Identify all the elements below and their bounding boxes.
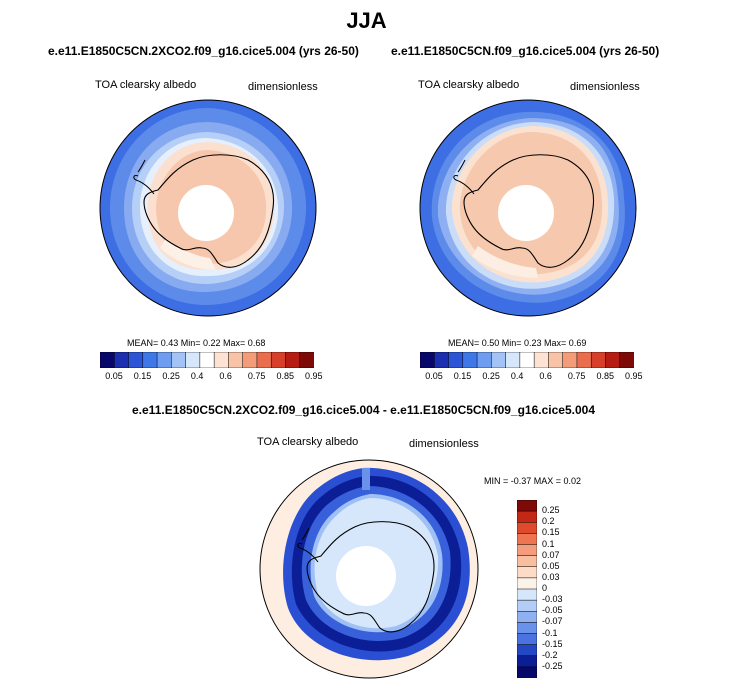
colorbar-swatch: [213, 352, 229, 368]
colorbar-tick-label: 0.6: [219, 371, 232, 381]
colorbar-tick-label: 0.15: [453, 371, 472, 381]
colorbar-swatch: [517, 577, 537, 590]
colorbar-swatch: [114, 352, 130, 368]
panel3-stats: MIN = -0.37 MAX = 0.02: [484, 476, 582, 486]
colorbar-swatch: [448, 352, 464, 368]
colorbar-tick-label: -0.1: [542, 627, 558, 638]
panel2-stats: MEAN= 0.50 Min= 0.23 Max= 0.69: [448, 338, 587, 348]
panel1-colorbar: [100, 352, 314, 368]
colorbar-tick-label: 0.75: [567, 371, 586, 381]
panel1-title: e.e11.E1850C5CN.2XCO2.f09_g16.cice5.004 …: [48, 44, 359, 58]
colorbar-swatch: [517, 510, 537, 523]
panel2-colorbar-ticks: 0.05 0.15 0.25 0.4 0.6 0.75 0.85 0.95: [420, 371, 642, 383]
panel3-colorbar: [517, 500, 537, 678]
colorbar-swatch: [434, 352, 450, 368]
colorbar-swatch: [505, 352, 521, 368]
colorbar-tick-label: -0.07: [542, 616, 563, 627]
colorbar-swatch: [517, 522, 537, 534]
panel1-stats: MEAN= 0.43 Min= 0.22 Max= 0.68: [127, 338, 266, 348]
colorbar-swatch: [517, 666, 537, 678]
colorbar-swatch: [299, 352, 314, 368]
colorbar-swatch: [517, 566, 537, 579]
colorbar-swatch: [128, 352, 144, 368]
panel3-polar-map: [259, 459, 479, 679]
figure-title: JJA: [346, 8, 387, 33]
panel3-units-label: dimensionless: [409, 438, 479, 450]
colorbar-swatch: [242, 352, 258, 368]
panel2-units-label: dimensionless: [570, 81, 640, 93]
colorbar-swatch: [256, 352, 272, 368]
colorbar-tick-label: -0.05: [542, 605, 563, 616]
panel2-colorbar: [420, 352, 634, 368]
colorbar-swatch: [590, 352, 607, 368]
colorbar-tick-label: 0.2: [542, 516, 555, 527]
colorbar-swatch: [517, 555, 537, 568]
panel1-units-label: dimensionless: [248, 81, 318, 93]
colorbar-swatch: [517, 544, 537, 557]
panel1-colorbar-ticks: 0.05 0.15 0.25 0.4 0.6 0.75 0.85 0.95: [100, 371, 322, 383]
colorbar-tick-label: 0.75: [247, 371, 266, 381]
colorbar-swatch: [533, 352, 549, 368]
colorbar-swatch: [517, 655, 537, 668]
colorbar-tick-label: 0.15: [542, 527, 560, 538]
colorbar-swatch: [517, 500, 537, 512]
colorbar-tick-label: 0.05: [105, 371, 123, 381]
colorbar-tick-label: 0.15: [133, 371, 152, 381]
colorbar-tick-label: 0.95: [625, 371, 643, 381]
colorbar-swatch: [171, 352, 187, 368]
panel3-colorbar-labels: 0.25 0.2 0.15 0.1 0.07 0.05 0.03 0 -0.03 -0.05 -0.…: [542, 500, 602, 678]
colorbar-tick-label: 0.85: [276, 371, 294, 381]
colorbar-swatch: [420, 352, 435, 368]
colorbar-tick-label: 0.1: [542, 538, 555, 549]
colorbar-tick-label: 0.03: [542, 571, 560, 582]
colorbar-swatch: [517, 533, 537, 546]
colorbar-swatch: [548, 352, 564, 368]
colorbar-swatch: [285, 352, 301, 368]
colorbar-tick-label: 0.95: [305, 371, 323, 381]
panel2-title: e.e11.E1850C5CN.f09_g16.cice5.004 (yrs 2…: [391, 44, 660, 58]
colorbar-tick-label: 0.25: [542, 505, 560, 516]
colorbar-swatch: [562, 352, 578, 368]
colorbar-swatch: [517, 588, 537, 601]
colorbar-swatch: [519, 352, 535, 368]
colorbar-swatch: [476, 352, 492, 368]
panel2-polar-map: [419, 99, 637, 317]
panel3-title: e.e11.E1850C5CN.2XCO2.f09_g16.cice5.004 …: [132, 403, 595, 417]
colorbar-tick-label: 0.4: [510, 371, 524, 381]
colorbar-tick-label: 0.05: [425, 371, 443, 381]
colorbar-swatch: [491, 352, 507, 368]
colorbar-tick-label: -0.03: [542, 594, 563, 605]
colorbar-tick-label: 0.25: [482, 371, 500, 381]
colorbar-swatch: [517, 633, 537, 646]
colorbar-swatch: [199, 352, 215, 368]
colorbar-tick-label: 0.6: [539, 371, 552, 381]
colorbar-tick-label: 0.07: [542, 549, 560, 560]
colorbar-swatch: [517, 622, 537, 635]
colorbar-tick-label: -0.2: [542, 649, 558, 660]
colorbar-swatch: [517, 611, 537, 623]
colorbar-tick-label: 0.85: [596, 371, 614, 381]
colorbar-swatch: [462, 352, 478, 368]
panel2-variable-label: TOA clearsky albedo: [418, 79, 520, 91]
colorbar-swatch: [619, 352, 634, 368]
colorbar-tick-label: 0.05: [542, 560, 560, 571]
colorbar-swatch: [142, 352, 158, 368]
colorbar-swatch: [156, 352, 172, 368]
colorbar-tick-label: 0.4: [190, 371, 204, 381]
colorbar-swatch: [517, 644, 537, 657]
colorbar-swatch: [270, 352, 287, 368]
colorbar-swatch: [517, 599, 537, 612]
colorbar-swatch: [576, 352, 592, 368]
colorbar-tick-label: -0.25: [542, 660, 563, 671]
colorbar-tick-label: -0.15: [542, 638, 563, 649]
colorbar-swatch: [100, 352, 115, 368]
panel1-polar-map: [99, 99, 317, 317]
colorbar-swatch: [185, 352, 201, 368]
panel3-variable-label: TOA clearsky albedo: [257, 436, 359, 448]
colorbar-swatch: [605, 352, 621, 368]
colorbar-tick-label: 0: [542, 583, 548, 593]
colorbar-swatch: [228, 352, 244, 368]
colorbar-tick-label: 0.25: [162, 371, 180, 381]
panel1-variable-label: TOA clearsky albedo: [95, 79, 197, 91]
